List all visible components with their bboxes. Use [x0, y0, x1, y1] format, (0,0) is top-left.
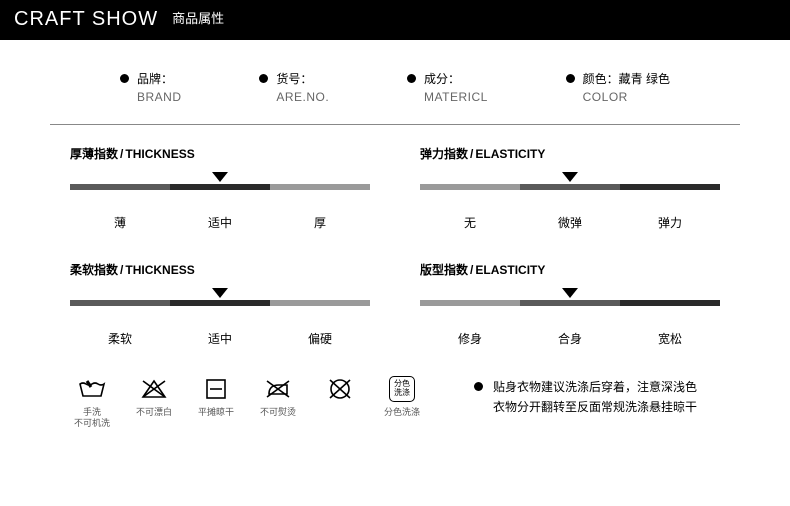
attr-label-zh: 颜色：藏青 绿色	[583, 70, 670, 88]
care-item: 不可漂白	[132, 377, 176, 429]
care-item: 手洗不可机洗	[70, 377, 114, 429]
header-title: CRAFT SHOW	[14, 8, 158, 31]
gauge-segment	[620, 184, 720, 190]
gauge-title-en: ELASTICITY	[475, 263, 545, 277]
care-label: 手洗不可机洗	[74, 407, 110, 429]
bottom-row: 手洗不可机洗 不可漂白 平摊晾干 不可熨烫 分色洗涤 分色洗涤 贴身衣物建议洗涤…	[0, 357, 790, 459]
gauge-segment	[270, 184, 370, 190]
gauge-segment	[70, 184, 170, 190]
gauge-labels: 无微弹弹力	[420, 214, 720, 231]
gauge-title-en: THICKNESS	[125, 147, 194, 161]
gauge-label: 适中	[170, 330, 270, 347]
gauge-title-zh: 柔软指数	[70, 263, 118, 277]
attr-article-no: 货号： ARE.NO.	[259, 70, 329, 106]
header-bar: CRAFT SHOW 商品属性	[0, 0, 790, 40]
gauge-label: 厚	[270, 214, 370, 231]
gauge-title: 弹力指数/ELASTICITY	[420, 145, 720, 162]
pointer-icon	[562, 172, 578, 182]
gauges-grid: 厚薄指数/THICKNESS 薄适中厚 弹力指数/ELASTICITY 无微弹弹…	[0, 125, 790, 357]
gauge-segment	[170, 300, 270, 306]
pointer-icon	[212, 172, 228, 182]
care-item: 分色洗涤 分色洗涤	[380, 377, 424, 429]
gauge-title-zh: 厚薄指数	[70, 147, 118, 161]
care-note: 贴身衣物建议洗涤后穿着，注意深浅色 衣物分开翻转至反面常规洗涤悬挂晾干	[474, 377, 697, 418]
gauge-segment	[270, 300, 370, 306]
gauge-label: 薄	[70, 214, 170, 231]
note-line: 贴身衣物建议洗涤后穿着，注意深浅色	[493, 377, 697, 397]
gauge-label: 微弹	[520, 214, 620, 231]
gauge: 厚薄指数/THICKNESS 薄适中厚	[70, 145, 370, 231]
gauge-label: 偏硬	[270, 330, 370, 347]
gauge-label: 适中	[170, 214, 270, 231]
attr-label-en: ARE.NO.	[276, 88, 329, 106]
gauge-segment	[420, 300, 520, 306]
care-label: 分色洗涤	[384, 407, 420, 418]
separate-wash-icon: 分色洗涤	[387, 377, 417, 401]
header-subtitle: 商品属性	[172, 8, 224, 27]
bullet-icon	[259, 74, 268, 83]
attr-brand: 品牌： BRAND	[120, 70, 182, 106]
gauge-title: 版型指数/ELASTICITY	[420, 261, 720, 278]
care-label: 不可熨烫	[260, 407, 296, 418]
no-bleach-icon	[139, 377, 169, 401]
gauge-labels: 修身合身宽松	[420, 330, 720, 347]
bullet-icon	[474, 382, 483, 391]
gauge-title: 柔软指数/THICKNESS	[70, 261, 370, 278]
flat-dry-icon	[201, 377, 231, 401]
no-dryclean-icon	[325, 377, 355, 401]
gauge-segment	[420, 184, 520, 190]
gauge-bar	[420, 300, 720, 316]
gauge-labels: 柔软适中偏硬	[70, 330, 370, 347]
gauge-segment	[520, 300, 620, 306]
gauge-segment	[620, 300, 720, 306]
attr-label-zh: 成分：	[424, 70, 488, 88]
gauge-label: 弹力	[620, 214, 720, 231]
bullet-icon	[407, 74, 416, 83]
gauge-title-zh: 弹力指数	[420, 147, 468, 161]
care-item: 平摊晾干	[194, 377, 238, 429]
gauge-bar	[70, 184, 370, 200]
gauge-label: 修身	[420, 330, 520, 347]
care-item: 不可熨烫	[256, 377, 300, 429]
attr-material: 成分： MATERICL	[407, 70, 488, 106]
attr-label-en: COLOR	[583, 88, 670, 106]
care-label: 不可漂白	[136, 407, 172, 418]
gauge-labels: 薄适中厚	[70, 214, 370, 231]
pointer-icon	[212, 288, 228, 298]
bullet-icon	[120, 74, 129, 83]
no-iron-icon	[263, 377, 293, 401]
gauge-bar	[420, 184, 720, 200]
care-label: 平摊晾干	[198, 407, 234, 418]
gauge-segment	[70, 300, 170, 306]
gauge: 柔软指数/THICKNESS 柔软适中偏硬	[70, 261, 370, 347]
gauge-title: 厚薄指数/THICKNESS	[70, 145, 370, 162]
care-icons-row: 手洗不可机洗 不可漂白 平摊晾干 不可熨烫 分色洗涤 分色洗涤	[70, 377, 424, 429]
attr-label-en: BRAND	[137, 88, 182, 106]
gauge-bar	[70, 300, 370, 316]
gauge-title-en: THICKNESS	[125, 263, 194, 277]
gauge-segment	[520, 184, 620, 190]
gauge-segment	[170, 184, 270, 190]
attr-color: 颜色：藏青 绿色 COLOR	[566, 70, 670, 106]
note-line: 衣物分开翻转至反面常规洗涤悬挂晾干	[493, 397, 697, 417]
pointer-icon	[562, 288, 578, 298]
gauge-label: 合身	[520, 330, 620, 347]
attr-label-zh: 品牌：	[137, 70, 182, 88]
care-item	[318, 377, 362, 429]
gauge: 弹力指数/ELASTICITY 无微弹弹力	[420, 145, 720, 231]
bullet-icon	[566, 74, 575, 83]
gauge-title-en: ELASTICITY	[475, 147, 545, 161]
attributes-row: 品牌： BRAND 货号： ARE.NO. 成分： MATERICL 颜色：藏青…	[50, 40, 740, 125]
handwash-icon	[77, 377, 107, 401]
gauge-label: 柔软	[70, 330, 170, 347]
gauge-label: 宽松	[620, 330, 720, 347]
gauge: 版型指数/ELASTICITY 修身合身宽松	[420, 261, 720, 347]
gauge-label: 无	[420, 214, 520, 231]
attr-label-zh: 货号：	[276, 70, 329, 88]
gauge-title-zh: 版型指数	[420, 263, 468, 277]
attr-label-en: MATERICL	[424, 88, 488, 106]
